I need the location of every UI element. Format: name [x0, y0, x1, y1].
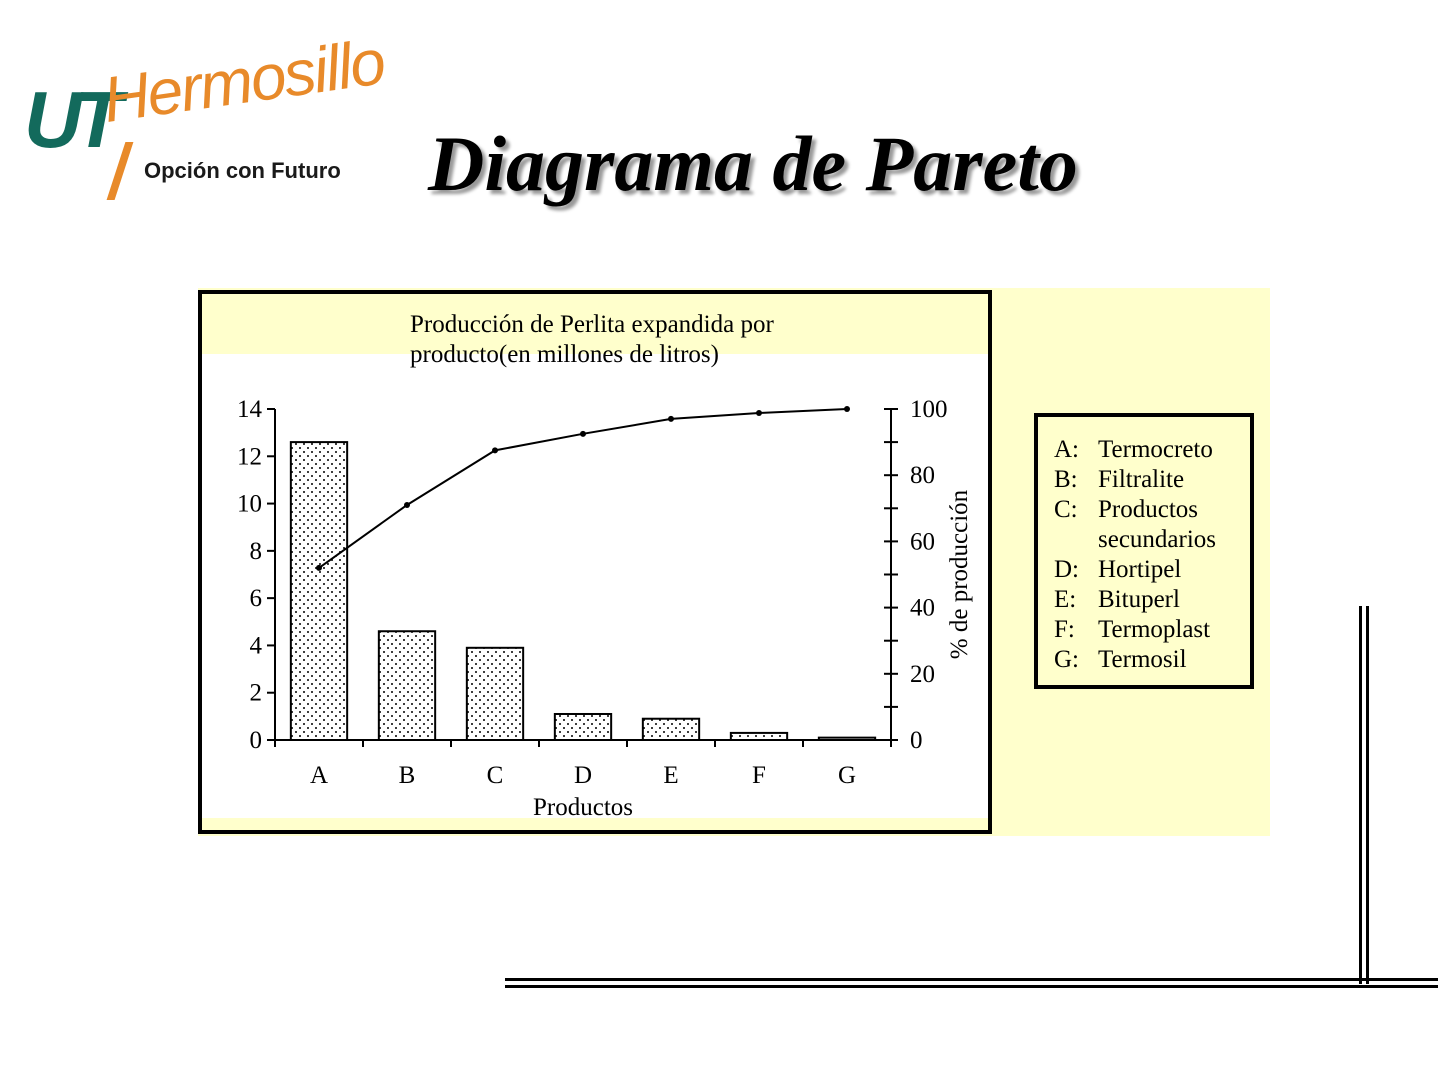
logo-brand-name: Hermosillo [98, 25, 389, 136]
legend-item: F: Termoplast [1054, 615, 1250, 645]
y-tick-label: 10 [237, 491, 262, 518]
ut-hermosillo-logo: UT Hermosillo Opción con Futuro [20, 25, 388, 205]
y2-tick-label: 20 [910, 661, 935, 688]
x-tick-label: A [310, 762, 328, 789]
x-tick-label: E [663, 762, 678, 789]
legend-item: G: Termosil [1054, 645, 1250, 675]
y2-tick-label: 40 [910, 595, 935, 622]
legend-name: Filtralite [1098, 466, 1185, 493]
bar-F [729, 731, 789, 741]
legend-item: D: Hortipel [1054, 555, 1250, 585]
bar-A [289, 441, 349, 741]
decorative-vertical-rule [1366, 606, 1369, 984]
cumulative-point [316, 564, 322, 571]
x-tick-label: G [838, 762, 856, 789]
y2-tick-label: 100 [910, 396, 948, 423]
chart-title: Producción de Perlita expandida por prod… [410, 311, 774, 368]
y2-tick-label: 0 [910, 727, 923, 754]
legend-name: Termosil [1098, 646, 1187, 673]
legend-item: A: Termocreto [1054, 435, 1250, 465]
pareto-chart: Producción de Perlita expandida por prod… [198, 290, 992, 834]
bars [289, 441, 877, 742]
cumulative-line [316, 406, 850, 571]
y-tick-label: 14 [237, 396, 263, 423]
legend-key: E: [1054, 586, 1077, 613]
y-tick-label: 12 [237, 443, 262, 470]
logo-slogan: Opción con Futuro [144, 158, 341, 183]
legend-key: G: [1054, 646, 1079, 673]
x-tick-label: D [574, 762, 592, 789]
decorative-horizontal-rule [505, 985, 1438, 988]
legend-key: A: [1054, 436, 1079, 463]
legend-name: Hortipel [1098, 556, 1182, 583]
bar-C [465, 646, 525, 741]
bar-E [641, 717, 701, 742]
y-tick-label: 2 [250, 680, 263, 707]
legend-name: Productos secundarios [1098, 496, 1217, 553]
legend-key: C: [1054, 496, 1078, 523]
axes [267, 408, 898, 747]
legend-name: Termocreto [1098, 436, 1213, 463]
y-tick-label: 8 [250, 538, 263, 565]
decorative-horizontal-rule [505, 978, 1438, 981]
cumulative-point [756, 409, 762, 416]
y-tick-label: 6 [250, 585, 263, 612]
x-axis-label: Productos [533, 794, 633, 821]
legend-name: Bituperl [1098, 586, 1180, 613]
legend-item: E: Bituperl [1054, 585, 1250, 615]
legend-name: Termoplast [1098, 616, 1211, 643]
y-tick-label: 4 [250, 632, 263, 659]
cumulative-point [668, 415, 674, 422]
y2-tick-label: 80 [910, 462, 935, 489]
legend-box: A: Termocreto B: Filtralite C: Productos secu… [1034, 413, 1254, 689]
legend-key: B: [1054, 466, 1078, 493]
cumulative-point [844, 406, 850, 412]
cumulative-point [492, 447, 498, 454]
y2-tick-label: 60 [910, 528, 935, 555]
y2-axis-label: % de producción [946, 489, 973, 659]
cumulative-point [580, 430, 586, 437]
x-tick-label: B [399, 762, 416, 789]
legend-key: F: [1054, 616, 1075, 643]
logo-ut-mark: UT [24, 75, 123, 164]
pareto-chart-svg: 0 2 4 6 8 10 12 14 0 20 40 60 80 100 A B C D E F G Productos%… [237, 396, 973, 821]
x-tick-label: F [752, 762, 766, 789]
bar-G [817, 736, 877, 741]
decorative-vertical-rule [1359, 606, 1362, 984]
bar-B [377, 630, 437, 741]
legend-key: D: [1054, 556, 1079, 583]
bar-D [553, 712, 613, 742]
x-tick-label: C [487, 762, 504, 789]
legend-item: B: Filtralite [1054, 465, 1250, 495]
y-tick-label: 0 [250, 727, 263, 754]
axis-labels: 0 2 4 6 8 10 12 14 0 20 40 60 80 100 A B C D E F G Productos%… [237, 396, 973, 821]
slide-title: Diagrama de Pareto [428, 120, 1078, 207]
cumulative-point [404, 501, 410, 508]
legend-item: C: Productos secundarios [1054, 495, 1250, 555]
legend-list: A: Termocreto B: Filtralite C: Productos secu… [1038, 417, 1250, 675]
